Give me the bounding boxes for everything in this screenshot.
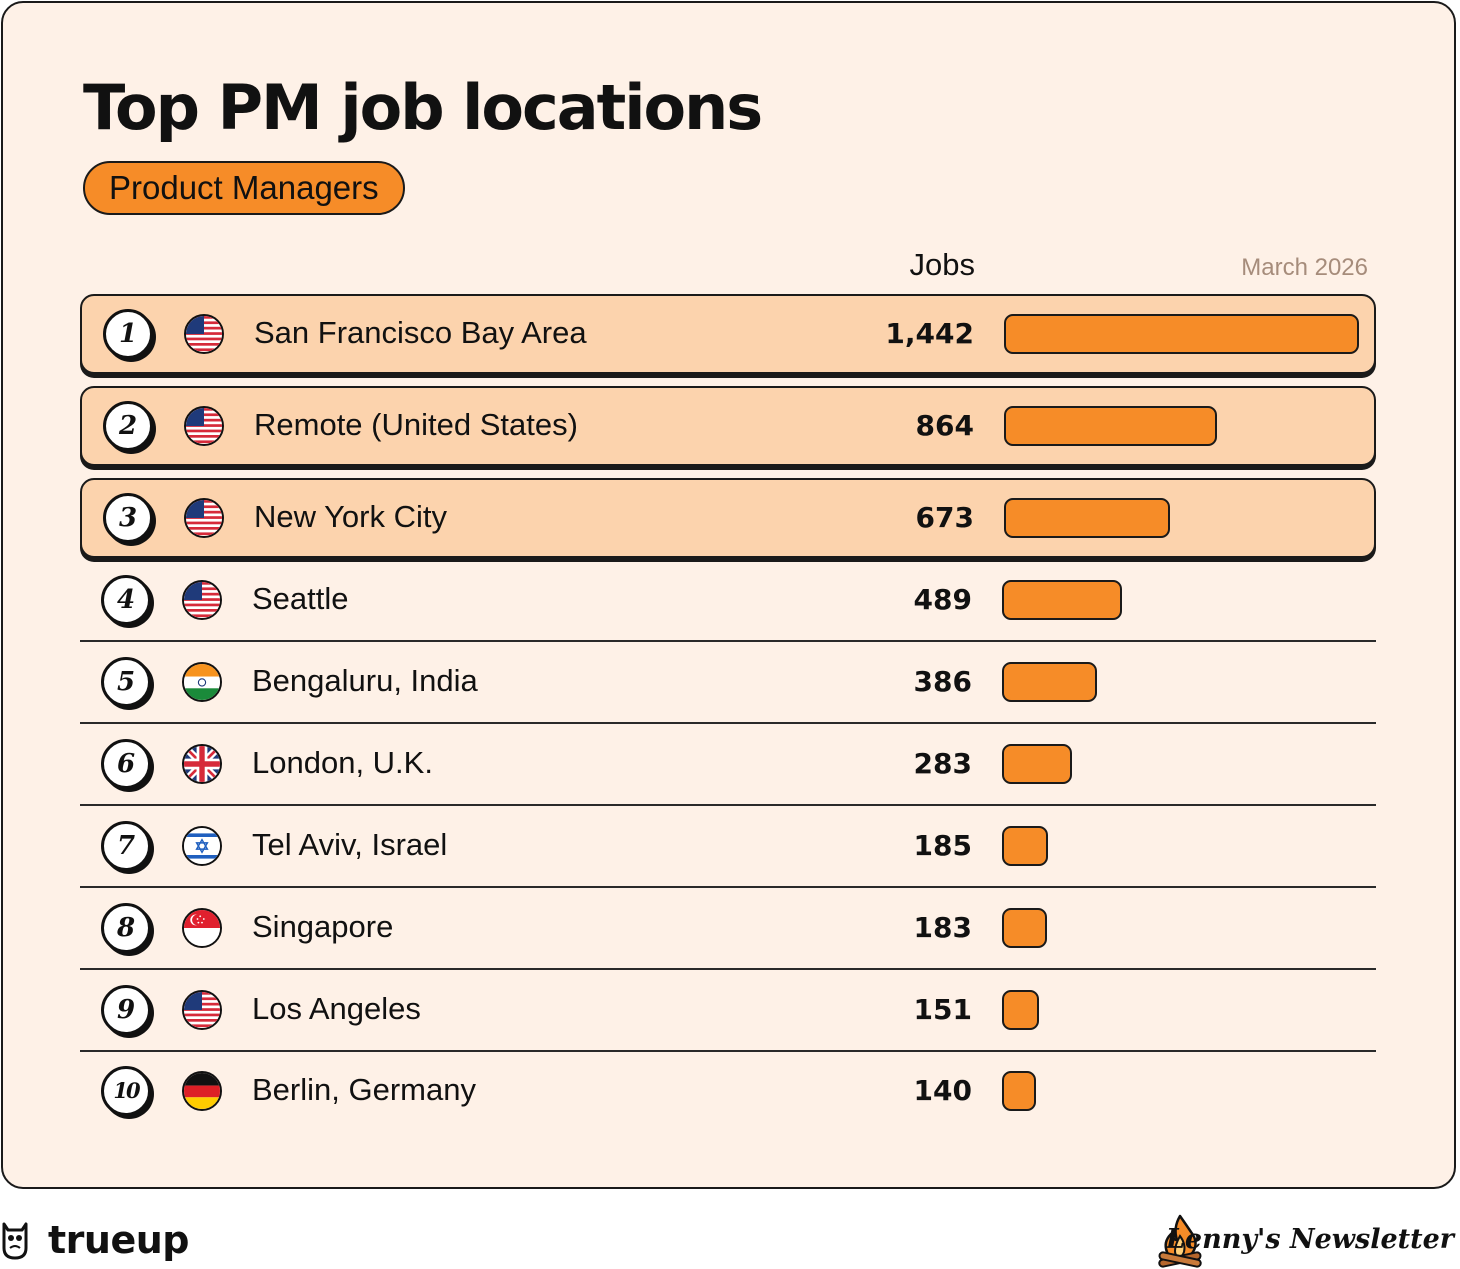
job-count-bar xyxy=(1002,744,1072,784)
rank-badge: 10 xyxy=(101,1066,151,1116)
flag-us-icon xyxy=(182,580,222,620)
ranking-row: 7 Tel Aviv, Israel 185 xyxy=(80,806,1376,888)
ranking-row: 8 Singapore 183 xyxy=(80,888,1376,970)
ranking-row: 5 Bengaluru, India 386 xyxy=(80,642,1376,724)
job-count: 489 xyxy=(913,583,972,616)
job-count: 151 xyxy=(913,993,972,1026)
rank-badge: 1 xyxy=(103,309,153,359)
jobs-column-header: Jobs xyxy=(909,247,975,282)
job-count-bar xyxy=(1002,662,1097,702)
flag-in-icon xyxy=(182,662,222,702)
job-count: 283 xyxy=(913,747,972,780)
category-pill: Product Managers xyxy=(83,161,405,215)
flag-gb-icon xyxy=(182,744,222,784)
location-label: New York City xyxy=(254,499,447,534)
job-count: 386 xyxy=(913,665,972,698)
flag-sg-icon xyxy=(182,908,222,948)
chart-card: Top PM job locations Product Managers Jo… xyxy=(1,1,1456,1189)
flag-il-icon xyxy=(182,826,222,866)
location-label: Los Angeles xyxy=(252,991,421,1026)
job-count: 1,442 xyxy=(885,317,974,350)
location-label: Seattle xyxy=(252,581,349,616)
flag-us-icon xyxy=(182,990,222,1030)
location-label: Tel Aviv, Israel xyxy=(252,827,448,862)
job-count-bar xyxy=(1002,1071,1036,1111)
rank-badge: 2 xyxy=(103,401,153,451)
job-count: 183 xyxy=(913,911,972,944)
rank-badge: 7 xyxy=(101,821,151,871)
location-label: Berlin, Germany xyxy=(252,1072,476,1107)
location-label: Remote (United States) xyxy=(254,407,578,442)
lennys-newsletter-logo-text: Lenny's Newsletter xyxy=(1165,1224,1454,1255)
job-count: 864 xyxy=(915,409,974,442)
job-count: 140 xyxy=(913,1074,972,1107)
rank-badge: 4 xyxy=(101,575,151,625)
ranking-row: 1 San Francisco Bay Area 1,442 xyxy=(80,294,1376,374)
flag-us-icon xyxy=(184,406,224,446)
ranking-row: 3 New York City 673 xyxy=(80,478,1376,558)
flag-us-icon xyxy=(184,498,224,538)
ranking-row: 6 London, U.K. 283 xyxy=(80,724,1376,806)
trueup-logo-text: trueup xyxy=(48,1218,189,1262)
rank-badge: 8 xyxy=(101,903,151,953)
job-count-bar xyxy=(1004,498,1170,538)
ranking-row: 10 Berlin, Germany 140 xyxy=(80,1052,1376,1132)
job-count-bar xyxy=(1004,314,1359,354)
job-count-bar xyxy=(1002,990,1039,1030)
flag-us-icon xyxy=(184,314,224,354)
job-count: 673 xyxy=(915,501,974,534)
location-label: London, U.K. xyxy=(252,745,433,780)
ranking-row: 9 Los Angeles 151 xyxy=(80,970,1376,1052)
flag-de-icon xyxy=(182,1071,222,1111)
rank-badge: 5 xyxy=(101,657,151,707)
rank-badge: 6 xyxy=(101,739,151,789)
ranking-row: 4 Seattle 489 xyxy=(80,560,1376,642)
chart-title: Top PM job locations xyxy=(83,71,763,144)
date-label: March 2026 xyxy=(1241,254,1368,281)
job-count-bar xyxy=(1002,908,1047,948)
job-count-bar xyxy=(1002,580,1122,620)
job-count-bar xyxy=(1002,826,1048,866)
rank-badge: 3 xyxy=(103,493,153,543)
location-label: Bengaluru, India xyxy=(252,663,478,698)
job-count-bar xyxy=(1004,406,1217,446)
rank-badge: 9 xyxy=(101,985,151,1035)
ranking-row: 2 Remote (United States) 864 xyxy=(80,386,1376,466)
location-label: San Francisco Bay Area xyxy=(254,315,587,350)
location-label: Singapore xyxy=(252,909,394,944)
job-count: 185 xyxy=(913,829,972,862)
owl-icon xyxy=(2,1222,28,1260)
campfire-icon xyxy=(1158,1214,1202,1268)
